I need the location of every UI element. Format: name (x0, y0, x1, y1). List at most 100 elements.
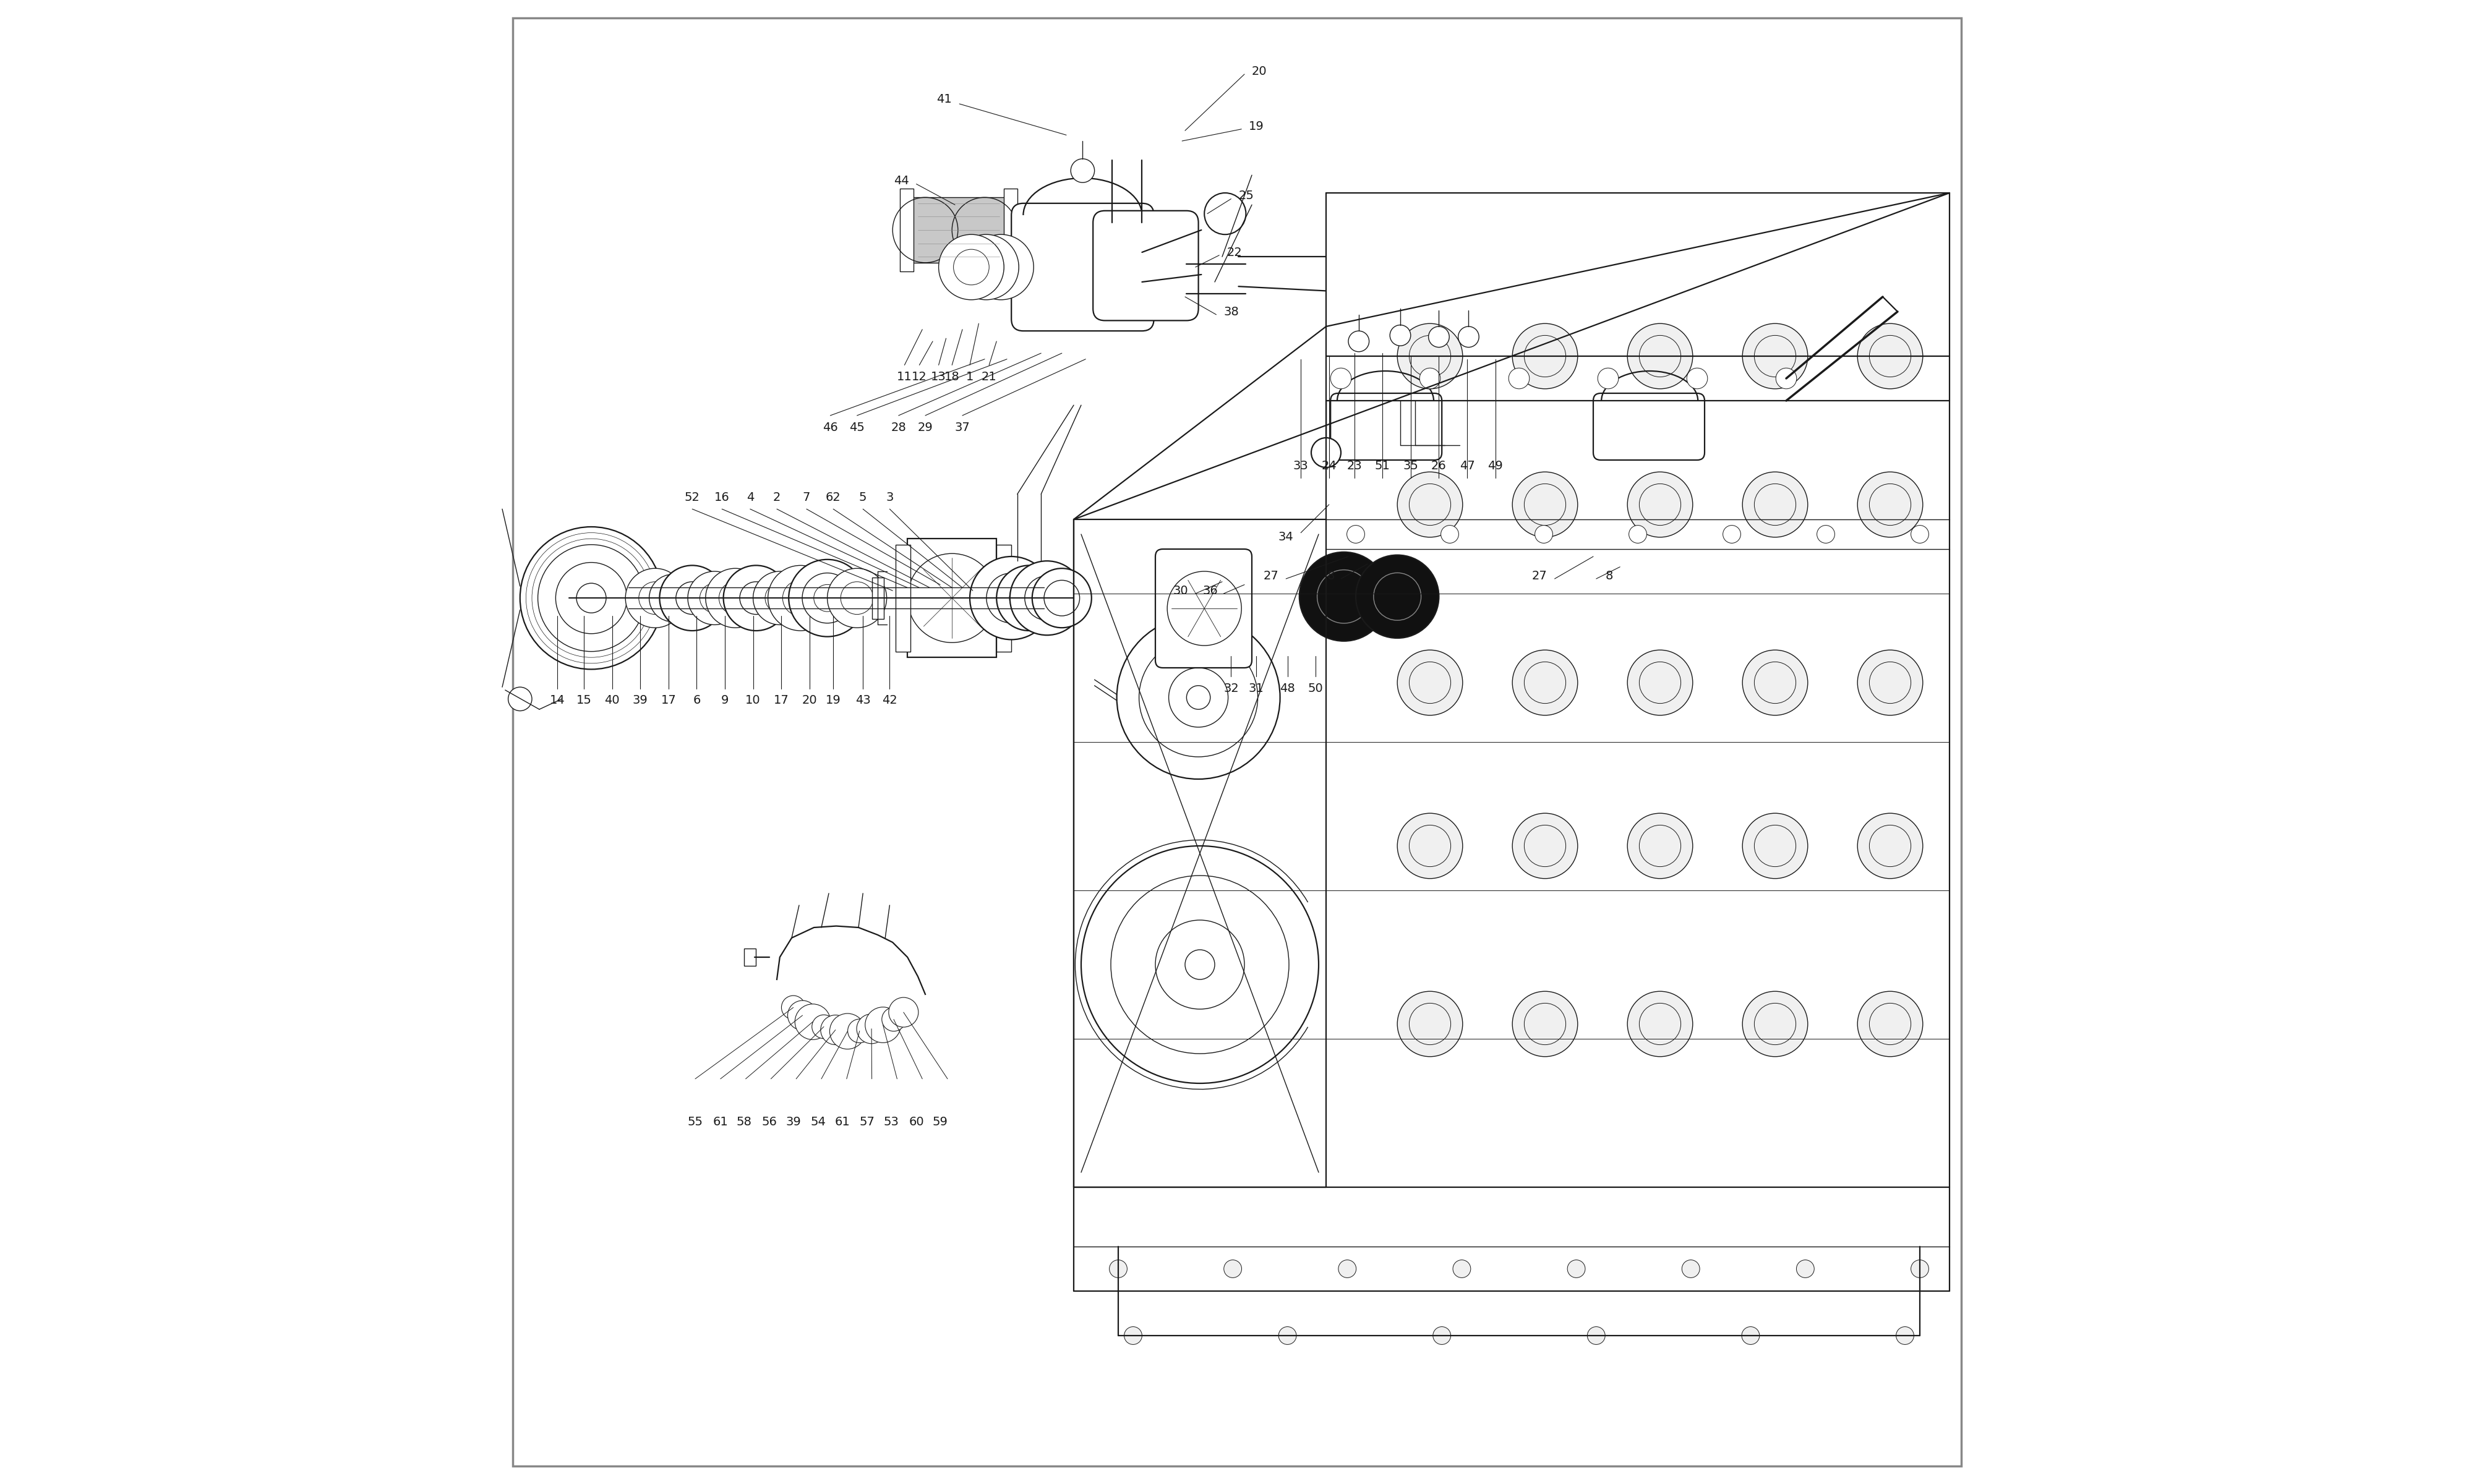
Text: 37: 37 (955, 421, 970, 433)
Text: 7: 7 (802, 491, 811, 503)
Circle shape (1427, 326, 1450, 347)
Circle shape (1111, 876, 1289, 1054)
Text: 13: 13 (930, 371, 945, 383)
Text: 14: 14 (549, 695, 564, 706)
Text: 47: 47 (1460, 460, 1475, 472)
Circle shape (967, 234, 1034, 300)
Circle shape (764, 583, 794, 613)
Circle shape (1123, 1327, 1143, 1345)
Text: 41: 41 (938, 93, 952, 105)
Circle shape (1754, 335, 1796, 377)
Circle shape (1410, 1003, 1450, 1045)
Circle shape (700, 583, 730, 613)
Circle shape (866, 1008, 901, 1043)
Bar (901, 188, 913, 272)
Text: 57: 57 (858, 1116, 876, 1128)
Circle shape (752, 571, 807, 625)
Circle shape (1032, 568, 1091, 628)
Text: 27: 27 (1264, 570, 1279, 582)
Text: 11: 11 (898, 371, 913, 383)
Text: 21: 21 (982, 371, 997, 383)
Bar (745, 948, 757, 966)
Bar (908, 539, 997, 657)
Circle shape (952, 249, 990, 285)
Text: 35: 35 (1403, 460, 1418, 472)
Circle shape (507, 687, 532, 711)
Circle shape (1796, 1260, 1813, 1278)
Circle shape (648, 574, 698, 622)
Circle shape (1512, 991, 1578, 1057)
Bar (997, 545, 1012, 651)
Circle shape (1398, 472, 1462, 537)
Circle shape (782, 580, 819, 616)
Text: 32: 32 (1225, 683, 1239, 695)
Circle shape (1640, 335, 1680, 377)
Text: 61: 61 (713, 1116, 727, 1128)
Circle shape (1858, 991, 1922, 1057)
Circle shape (1512, 650, 1578, 715)
Text: 44: 44 (893, 175, 908, 187)
Circle shape (1390, 325, 1410, 346)
Circle shape (1895, 1327, 1915, 1345)
Circle shape (1870, 825, 1910, 867)
Text: 48: 48 (1279, 683, 1294, 695)
Text: 6: 6 (693, 695, 700, 706)
Circle shape (1373, 573, 1420, 620)
Text: 17: 17 (661, 695, 675, 706)
Circle shape (1225, 1260, 1242, 1278)
Text: 24: 24 (1321, 460, 1336, 472)
Text: 59: 59 (933, 1116, 948, 1128)
Circle shape (1299, 552, 1388, 641)
Circle shape (1628, 813, 1692, 879)
Circle shape (1742, 324, 1808, 389)
Bar (871, 577, 883, 619)
Circle shape (1640, 484, 1680, 525)
Circle shape (1440, 525, 1460, 543)
Text: 52: 52 (685, 491, 700, 503)
Circle shape (1640, 1003, 1680, 1045)
Circle shape (1524, 662, 1566, 703)
Text: 34: 34 (1279, 531, 1294, 543)
Text: 9: 9 (720, 695, 730, 706)
Circle shape (1410, 335, 1450, 377)
Text: 5: 5 (858, 491, 866, 503)
Circle shape (1742, 650, 1808, 715)
Text: 36: 36 (1202, 585, 1217, 597)
Circle shape (1870, 662, 1910, 703)
Text: 38: 38 (1225, 306, 1239, 318)
Circle shape (1509, 368, 1529, 389)
Circle shape (1420, 368, 1440, 389)
Text: 8: 8 (1329, 570, 1336, 582)
Text: 4: 4 (747, 491, 755, 503)
Text: 25: 25 (1239, 190, 1254, 202)
Circle shape (1524, 484, 1566, 525)
Text: 40: 40 (604, 695, 618, 706)
Circle shape (1188, 686, 1210, 709)
Circle shape (1155, 920, 1244, 1009)
Circle shape (1081, 846, 1319, 1083)
Circle shape (1410, 484, 1450, 525)
Text: 56: 56 (762, 1116, 777, 1128)
Circle shape (1452, 1260, 1470, 1278)
Circle shape (1742, 991, 1808, 1057)
Circle shape (908, 554, 997, 643)
Bar (910, 197, 1007, 263)
Circle shape (1512, 472, 1578, 537)
Circle shape (1742, 1327, 1759, 1345)
Text: 33: 33 (1294, 460, 1309, 472)
Circle shape (1432, 1327, 1450, 1345)
Circle shape (722, 565, 789, 631)
Circle shape (1742, 813, 1808, 879)
Circle shape (794, 1005, 831, 1040)
Circle shape (1398, 324, 1462, 389)
FancyBboxPatch shape (1155, 549, 1252, 668)
Circle shape (970, 556, 1054, 640)
Circle shape (1398, 991, 1462, 1057)
Circle shape (1687, 368, 1707, 389)
Circle shape (1524, 825, 1566, 867)
Circle shape (967, 249, 1004, 285)
Circle shape (1346, 525, 1366, 543)
Circle shape (1754, 825, 1796, 867)
Circle shape (821, 1015, 851, 1045)
Text: 45: 45 (849, 421, 866, 433)
